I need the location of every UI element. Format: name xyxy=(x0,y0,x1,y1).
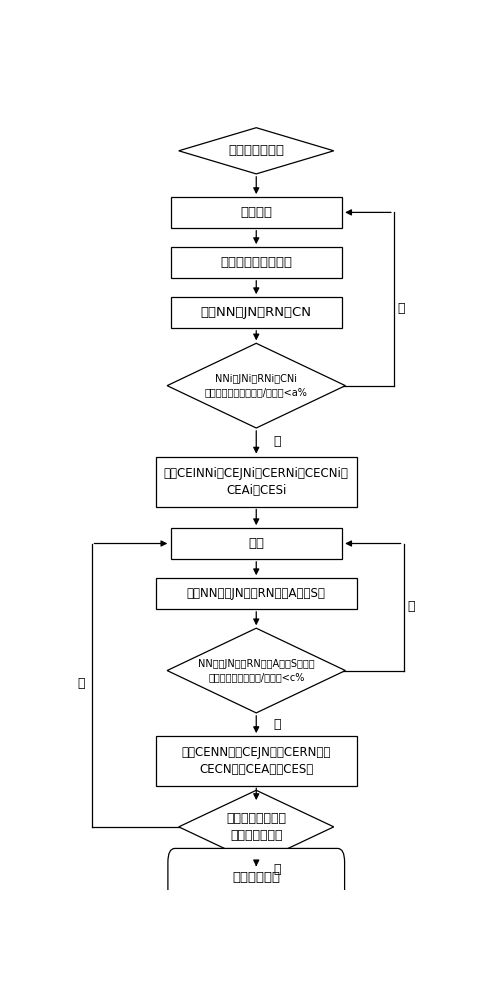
FancyBboxPatch shape xyxy=(156,457,357,507)
Text: 低: 低 xyxy=(78,677,85,690)
FancyBboxPatch shape xyxy=(156,736,357,786)
FancyBboxPatch shape xyxy=(171,197,342,228)
Text: 性价比与现有生产
方案性价比相比: 性价比与现有生产 方案性价比相比 xyxy=(226,812,286,842)
Polygon shape xyxy=(167,343,346,428)
Text: 配煤: 配煤 xyxy=(248,537,264,550)
Text: 否: 否 xyxy=(398,302,406,315)
Text: 初步分类: 初步分类 xyxy=(240,206,272,219)
FancyBboxPatch shape xyxy=(168,848,344,907)
Text: 否: 否 xyxy=(408,600,415,613)
Text: 是: 是 xyxy=(274,718,281,731)
Text: 配煤炼焦实验: 配煤炼焦实验 xyxy=(232,871,280,884)
Text: 计算CEINNi、CEJNi、CERNi、CECNi、
CEAi、CESi: 计算CEINNi、CEJNi、CERNi、CECNi、 CEAi、CESi xyxy=(164,467,348,497)
FancyBboxPatch shape xyxy=(156,578,357,609)
Text: 是: 是 xyxy=(274,435,281,448)
Text: 高: 高 xyxy=(274,863,281,876)
Text: 各指标分析检测: 各指标分析检测 xyxy=(228,144,284,157)
FancyBboxPatch shape xyxy=(171,528,342,559)
Text: NNi、JNi、RNi、CNi
分别减基准分的绝对值/基准分<a%: NNi、JNi、RNi、CNi 分别减基准分的绝对值/基准分<a% xyxy=(205,374,308,397)
Text: 计算NN、JN、RN、CN: 计算NN、JN、RN、CN xyxy=(201,306,312,319)
FancyBboxPatch shape xyxy=(171,297,342,328)
Polygon shape xyxy=(179,128,334,174)
Polygon shape xyxy=(167,628,346,713)
Text: 计算各具体指标分值: 计算各具体指标分值 xyxy=(220,256,292,269)
Text: NN配、JN配、RN配、A配、S配分别
减基准方案的绝对值/基准值<c%: NN配、JN配、RN配、A配、S配分别 减基准方案的绝对值/基准值<c% xyxy=(198,659,314,682)
Text: 计算NN配、JN配、RN配、A配、S配: 计算NN配、JN配、RN配、A配、S配 xyxy=(187,587,326,600)
Polygon shape xyxy=(179,790,334,863)
Text: 计算CENN配、CEJN配、CERN配、
CECN配、CEA配、CES配: 计算CENN配、CEJN配、CERN配、 CECN配、CEA配、CES配 xyxy=(182,746,331,776)
FancyBboxPatch shape xyxy=(171,247,342,278)
